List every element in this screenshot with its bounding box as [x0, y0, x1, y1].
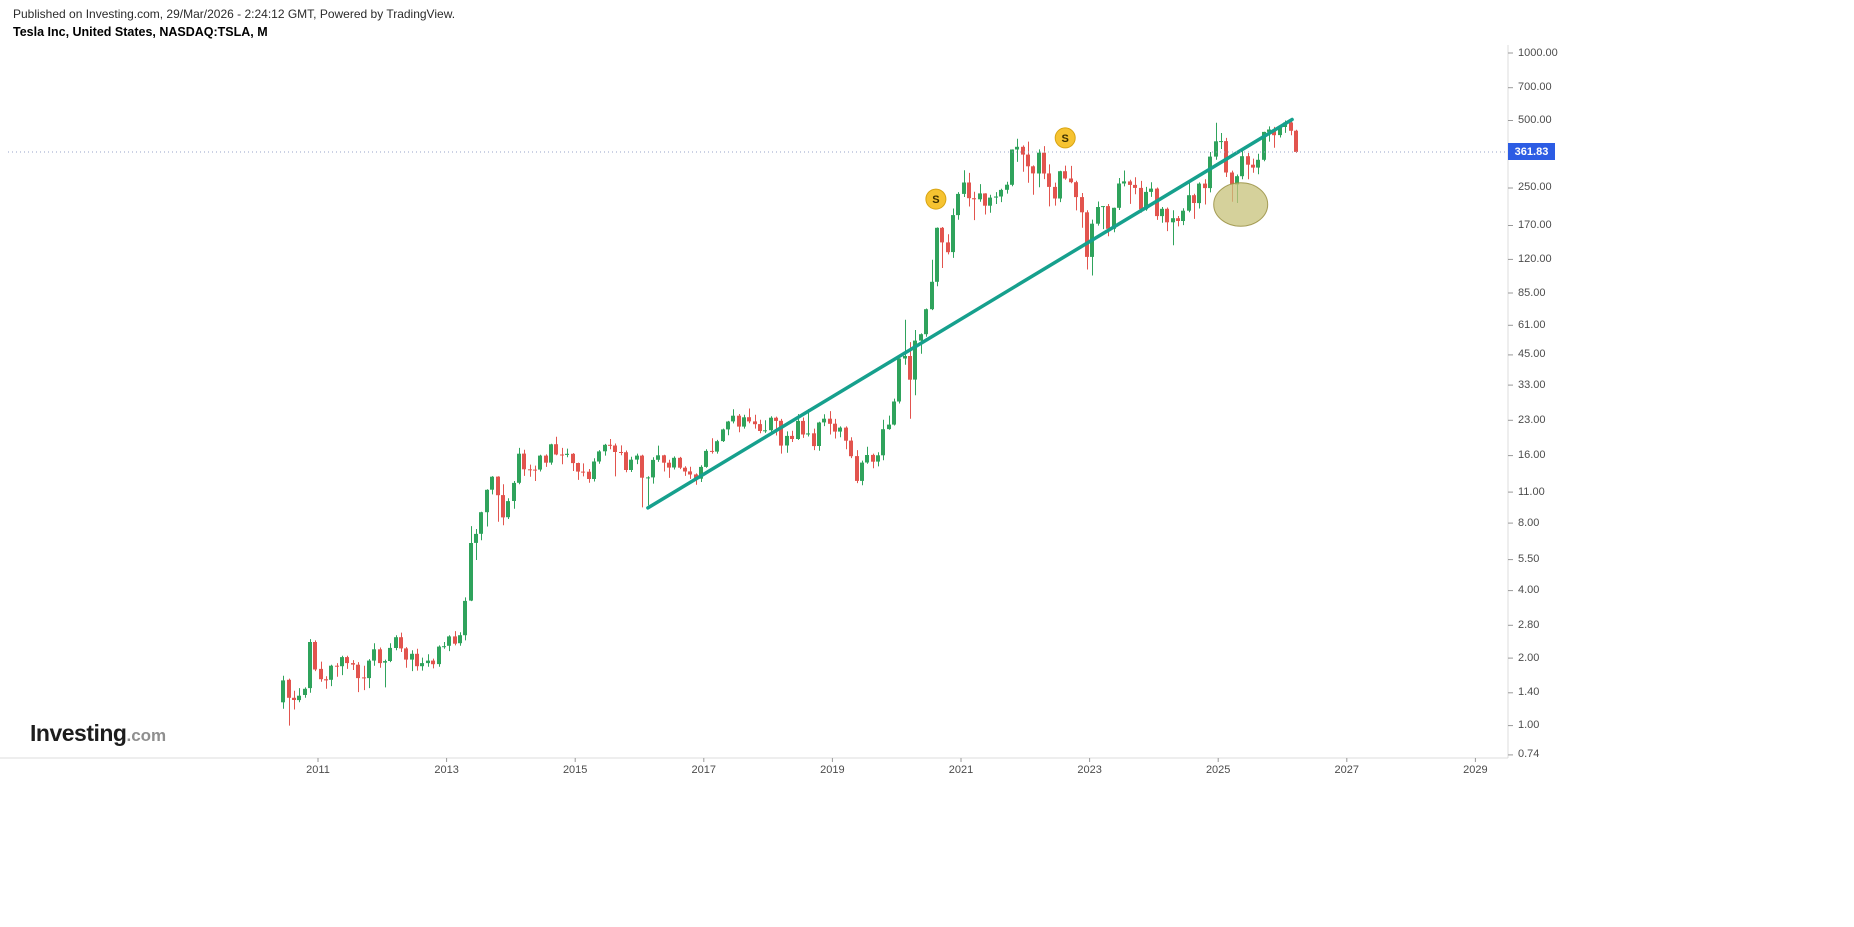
last-price-badge: 361.83 [1508, 143, 1555, 161]
signal-marker[interactable]: S [925, 188, 947, 210]
signal-marker-label: S [1062, 133, 1069, 145]
chart-header: Published on Investing.com, 29/Mar/2026 … [13, 7, 455, 39]
signal-marker[interactable]: S [1054, 127, 1076, 149]
instrument-title: Tesla Inc, United States, NASDAQ:TSLA, M [13, 25, 268, 39]
highlight-ellipse[interactable] [1213, 182, 1269, 227]
signal-marker-label: S [932, 194, 939, 206]
published-line: Published on Investing.com, 29/Mar/2026 … [13, 7, 456, 21]
trendline[interactable] [646, 117, 1294, 510]
investing-logo-suffix: .com [126, 726, 167, 745]
investing-logo-brand: Investing [30, 720, 127, 746]
last-price-value: 361.83 [1514, 145, 1549, 158]
investing-logo: Investing.com [30, 720, 166, 747]
